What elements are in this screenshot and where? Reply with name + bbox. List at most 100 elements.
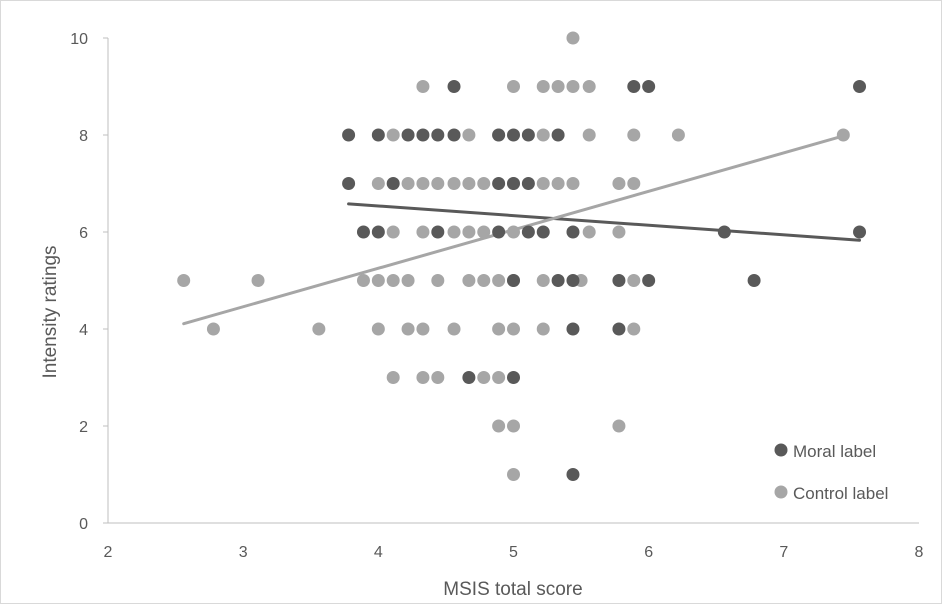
data-point-moral: [521, 128, 535, 142]
data-point-control: [386, 225, 400, 239]
trendlines-layer: [182, 134, 862, 326]
data-point-moral: [566, 274, 580, 287]
data-point-moral: [492, 225, 506, 239]
data-point-moral: [342, 177, 356, 190]
data-point-moral: [642, 274, 656, 287]
data-point-moral: [566, 322, 580, 336]
data-point-control: [566, 177, 580, 190]
legend-marker-moral: [774, 443, 788, 457]
x-tick-label: 7: [779, 544, 788, 561]
data-point-moral: [447, 80, 461, 93]
data-point-moral: [566, 225, 580, 239]
data-point-control: [507, 80, 520, 93]
data-point-control: [431, 371, 445, 384]
data-point-control: [312, 322, 326, 336]
data-point-moral: [386, 177, 400, 190]
data-point-moral: [536, 225, 550, 239]
data-point-control: [507, 468, 520, 481]
y-tick-label: 6: [79, 225, 88, 242]
data-point-control: [627, 274, 641, 287]
data-point-moral: [507, 274, 520, 287]
data-point-moral: [717, 225, 731, 239]
data-point-control: [671, 128, 685, 142]
data-point-control: [507, 419, 520, 433]
data-point-control: [401, 322, 415, 336]
x-tick-label: 2: [104, 544, 113, 561]
data-point-control: [836, 128, 850, 142]
data-point-control: [401, 177, 415, 190]
y-tick-label: 2: [79, 419, 88, 436]
data-point-control: [386, 128, 400, 142]
x-tick-label: 6: [644, 544, 653, 561]
data-point-control: [251, 274, 265, 287]
data-point-control: [431, 177, 445, 190]
legend-marker-control: [774, 485, 788, 499]
data-point-control: [416, 80, 430, 93]
data-point-moral: [612, 274, 626, 287]
data-point-control: [386, 274, 400, 287]
data-point-control: [566, 31, 580, 45]
data-point-control: [462, 128, 476, 142]
legend-label-control: Control label: [793, 484, 888, 503]
y-tick-label: 0: [79, 516, 88, 533]
data-point-control: [416, 322, 430, 336]
data-point-control: [371, 177, 385, 190]
data-point-moral: [416, 128, 430, 142]
data-point-control: [582, 128, 596, 142]
data-point-moral: [447, 128, 461, 142]
x-tick-label: 5: [509, 544, 518, 561]
x-tick-label: 4: [374, 544, 383, 561]
data-point-moral: [551, 128, 565, 142]
y-tick-label: 10: [70, 31, 88, 48]
y-axis-title: Intensity ratings: [40, 245, 61, 378]
y-tick-label: 8: [79, 128, 88, 145]
data-point-moral: [627, 80, 641, 93]
data-point-moral: [853, 80, 867, 93]
data-point-moral: [431, 225, 445, 239]
data-point-control: [477, 274, 491, 287]
data-point-moral: [492, 128, 506, 142]
data-point-control: [447, 225, 461, 239]
data-point-control: [582, 225, 596, 239]
data-point-control: [206, 322, 220, 336]
data-point-control: [627, 177, 641, 190]
data-point-control: [447, 177, 461, 190]
data-point-control: [536, 128, 550, 142]
data-point-control: [582, 80, 596, 93]
data-point-control: [386, 371, 400, 384]
data-point-moral: [853, 225, 867, 239]
x-axis-title: MSIS total score: [443, 579, 582, 600]
data-point-moral: [462, 371, 476, 384]
y-tick-label: 4: [79, 322, 88, 339]
data-point-moral: [356, 225, 370, 239]
data-point-moral: [507, 371, 520, 384]
x-tick-label: 3: [239, 544, 248, 561]
data-point-control: [536, 177, 550, 190]
data-point-control: [477, 225, 491, 239]
data-point-control: [356, 274, 370, 287]
data-point-moral: [401, 128, 415, 142]
data-point-moral: [612, 322, 626, 336]
data-point-control: [536, 322, 550, 336]
data-point-moral: [431, 128, 445, 142]
data-point-control: [612, 177, 626, 190]
data-point-moral: [521, 225, 535, 239]
data-point-moral: [371, 225, 385, 239]
data-point-moral: [642, 80, 656, 93]
data-point-control: [612, 225, 626, 239]
data-point-control: [536, 80, 550, 93]
data-point-control: [462, 274, 476, 287]
x-tick-label: 8: [915, 544, 924, 561]
data-point-control: [507, 322, 520, 336]
data-point-moral: [747, 274, 761, 287]
data-point-moral: [342, 128, 356, 142]
data-point-moral: [371, 128, 385, 142]
data-point-control: [492, 322, 506, 336]
data-point-control: [477, 177, 491, 190]
data-point-control: [462, 225, 476, 239]
data-point-control: [627, 128, 641, 142]
data-point-moral: [492, 177, 506, 190]
